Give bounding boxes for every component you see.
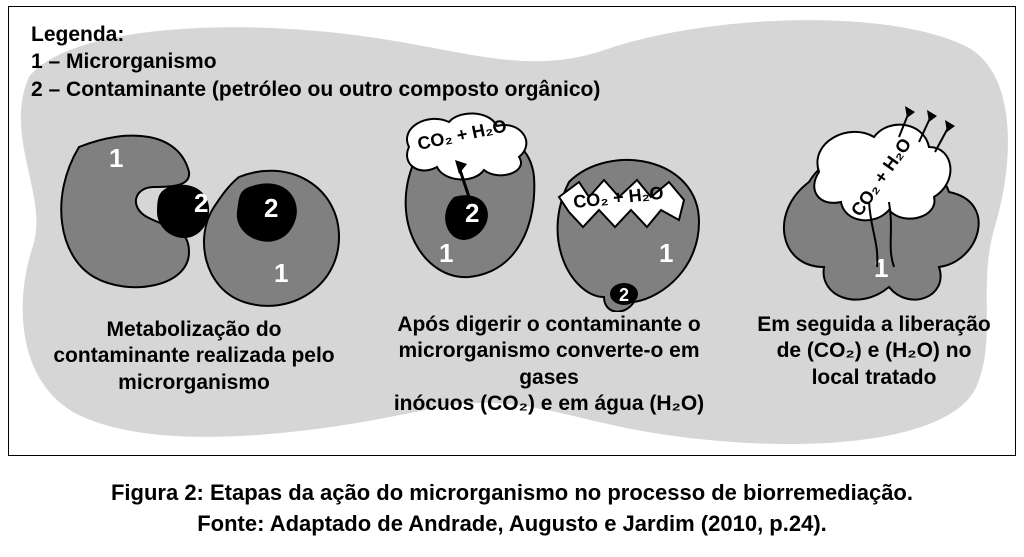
figure-caption-line-2: Fonte: Adaptado de Andrade, Augusto e Ja… [0,509,1024,540]
stage-3-graphic: 1 CO₂ + H₂O [749,102,999,312]
contam-label: 2 [619,285,629,305]
diagram-frame: Legenda: 1 – Microrganismo 2 – Contamina… [8,6,1016,456]
contam-label-2: 2 [264,193,278,223]
legend-item-2: 2 – Contaminante (petróleo ou outro comp… [31,76,600,103]
figure-caption: Figura 2: Etapas da ação do microrganism… [0,478,1024,540]
stage-2-caption: Após digerir o contaminante o microrgani… [379,312,719,417]
contam-label: 2 [465,198,479,228]
legend-item-1: 1 – Microrganismo [31,48,600,75]
micro-label: 1 [659,238,673,268]
micro-label-2: 1 [274,258,288,288]
stage-1-graphic: 1 2 1 2 [39,117,349,317]
contam-label-1: 2 [194,188,208,218]
stage-3-caption: Em seguida a liberação de (CO₂) e (H₂O) … [749,312,999,391]
figure-caption-line-1: Figura 2: Etapas da ação do microrganism… [0,478,1024,509]
micro-label: 1 [874,253,888,283]
micro-label-1: 1 [109,143,123,173]
legend: Legenda: 1 – Microrganismo 2 – Contamina… [31,21,600,103]
stage-2: CO₂ + H₂O 2 1 CO₂ + H₂O 1 2 Após digerir… [379,102,719,417]
stage-3: 1 CO₂ + H₂O Em seguida a liberação de (C… [749,102,999,391]
stage-1: 1 2 1 2 Metabolização do contaminante re… [39,117,349,396]
stage-1-caption: Metabolização do contaminante realizada … [39,317,349,396]
micro-label: 1 [439,238,453,268]
legend-title: Legenda: [31,21,600,48]
stage-2-graphic: CO₂ + H₂O 2 1 CO₂ + H₂O 1 2 [379,102,719,312]
